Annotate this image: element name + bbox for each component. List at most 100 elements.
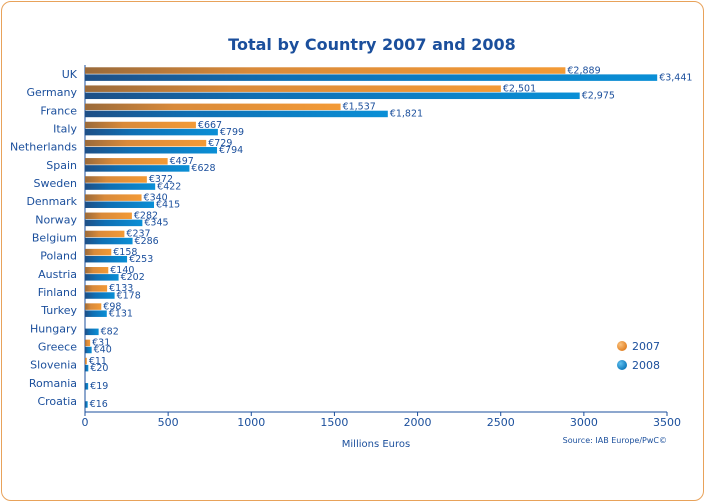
- x-tick-label: 1000: [237, 416, 265, 429]
- category-label: Norway: [35, 213, 77, 226]
- x-axis-label: Millions Euros: [342, 439, 410, 450]
- bar-2007: [85, 248, 112, 256]
- bar-2008: [85, 110, 388, 118]
- category-label: Italy: [53, 123, 77, 136]
- category-label: France: [40, 104, 77, 117]
- category-label: Netherlands: [10, 141, 77, 154]
- category-label: Greece: [38, 340, 77, 353]
- value-label-2007: €340: [144, 192, 168, 203]
- category-label: Spain: [46, 159, 77, 172]
- value-label-2008: €20: [90, 363, 108, 374]
- value-label-2007: €497: [170, 156, 194, 167]
- x-tick-label: 1500: [320, 416, 348, 429]
- category-label: UK: [62, 68, 78, 81]
- value-label-2008: €3,441: [659, 72, 692, 83]
- value-label-2007: €667: [198, 120, 222, 131]
- value-label-2007: €372: [149, 174, 173, 185]
- value-label-2007: €11: [89, 356, 107, 367]
- legend-label-2007: 2007: [632, 340, 660, 353]
- bar-2007: [85, 121, 196, 129]
- legend: 2007 2008: [617, 340, 660, 372]
- bar-2007: [85, 194, 142, 201]
- value-label-2008: €202: [121, 272, 145, 283]
- bar-2007: [85, 339, 91, 347]
- bar-2008: [85, 219, 143, 227]
- bar-2007: [85, 267, 109, 274]
- value-label-2007: €1,537: [343, 102, 376, 113]
- bar-2008: [85, 74, 658, 81]
- category-label: Germany: [26, 86, 77, 99]
- bar-2007: [85, 176, 147, 183]
- value-label-2007: €729: [208, 138, 232, 149]
- value-label-2008: €82: [101, 327, 119, 338]
- category-label: Poland: [40, 250, 77, 263]
- plot-area: 0 500 1000 1500 2000 2500 3000 3500 UK €2,889 €3,4…: [10, 65, 692, 429]
- bar-2008: [85, 183, 156, 190]
- category-label: Belgium: [32, 232, 77, 245]
- category-label: Denmark: [26, 195, 77, 208]
- bar-2007: [85, 357, 87, 365]
- bar-2007: [85, 85, 501, 92]
- chart-title: Total by Country 2007 and 2008: [228, 35, 516, 54]
- value-label-2008: €628: [191, 163, 215, 174]
- category-label: Hungary: [30, 322, 77, 335]
- bar-2007: [85, 230, 125, 238]
- legend-label-2008: 2008: [632, 359, 660, 372]
- bar-2008: [85, 255, 128, 263]
- category-label: Croatia: [37, 395, 77, 408]
- legend-marker-2008: [617, 360, 627, 370]
- bar-2007: [85, 212, 132, 220]
- bar-2007: [85, 158, 168, 165]
- bar-2007: [85, 303, 102, 310]
- bar-2008: [85, 274, 119, 281]
- category-label: Austria: [38, 268, 77, 281]
- source-note: Source: IAB Europe/PwC©: [563, 436, 667, 445]
- x-tick-label: 500: [158, 416, 179, 429]
- value-label-2008: €16: [90, 399, 108, 410]
- value-label-2008: €131: [109, 308, 133, 319]
- x-tick-label: 2000: [404, 416, 432, 429]
- value-label-2007: €133: [109, 283, 133, 294]
- value-label-2008: €1,821: [390, 109, 423, 120]
- bar-2008: [85, 147, 218, 154]
- value-label-2007: €2,501: [503, 83, 536, 94]
- value-label-2007: €31: [92, 338, 110, 349]
- value-label-2008: €794: [219, 145, 243, 156]
- bar-2008: [85, 128, 218, 136]
- x-tick-label: 0: [82, 416, 89, 429]
- bar-2008: [85, 364, 89, 372]
- value-label-2007: €158: [113, 247, 137, 258]
- bar-2007: [85, 67, 566, 74]
- value-label-2007: €2,889: [567, 65, 600, 76]
- category-label: Romania: [29, 377, 77, 390]
- category-label: Turkey: [40, 304, 77, 317]
- bar-2008: [85, 201, 155, 208]
- bar-2008: [85, 328, 99, 336]
- bar-2008: [85, 292, 115, 299]
- value-label-2007: €237: [126, 229, 150, 240]
- value-label-2008: €422: [157, 181, 181, 192]
- value-label-2008: €40: [94, 345, 112, 356]
- value-label-2008: €19: [90, 381, 108, 392]
- value-label-2008: €799: [220, 127, 244, 138]
- bar-2008: [85, 310, 107, 317]
- value-label-2008: €286: [135, 236, 159, 247]
- bar-2008: [85, 383, 89, 390]
- bar-2008: [85, 346, 92, 354]
- value-label-2007: €140: [110, 265, 134, 276]
- bar-2007: [85, 103, 341, 111]
- bar-2008: [85, 165, 190, 172]
- bar-2008: [85, 92, 580, 100]
- value-label-2008: €345: [144, 218, 168, 229]
- value-label-2008: €253: [129, 254, 153, 265]
- value-label-2008: €2,975: [582, 91, 615, 102]
- category-label: Finland: [38, 286, 77, 299]
- value-label-2008: €178: [117, 290, 141, 301]
- bar-2007: [85, 285, 108, 292]
- bar-2008: [85, 237, 133, 245]
- x-tick-label: 2500: [487, 416, 515, 429]
- category-label: Sweden: [34, 177, 77, 190]
- category-label: Slovenia: [30, 359, 77, 372]
